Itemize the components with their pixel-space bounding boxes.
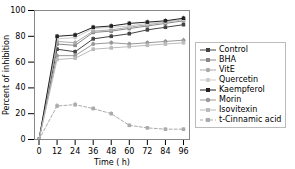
svg-text:60: 60: [124, 147, 134, 156]
svg-text:36: 36: [88, 147, 98, 156]
html-text:Control: Control: [219, 44, 248, 54]
svg-text:12: 12: [52, 147, 62, 156]
html-text:Kaempferol: Kaempferol: [219, 84, 265, 94]
svg-text:24: 24: [70, 147, 80, 156]
svg-text:96: 96: [178, 147, 188, 156]
html-text:BHA: BHA: [219, 54, 236, 64]
svg-text:20: 20: [15, 109, 25, 118]
svg-text:0: 0: [20, 135, 25, 144]
html-text:t-Cinnamic acid: t-Cinnamic acid: [219, 114, 282, 124]
svg-text:40: 40: [15, 83, 25, 92]
html-text:Isovitexin: Isovitexin: [219, 104, 258, 114]
html-text:Quercetin: Quercetin: [219, 74, 259, 84]
svg-text:48: 48: [106, 147, 116, 156]
svg-text:80: 80: [15, 32, 25, 41]
html-text:VitE: VitE: [219, 64, 235, 74]
svg-text:0: 0: [36, 147, 41, 156]
svg-text:72: 72: [142, 147, 152, 156]
svg-text:84: 84: [160, 147, 170, 156]
svg-text:Time ( h): Time ( h): [93, 158, 130, 167]
svg-text:60: 60: [15, 58, 25, 67]
svg-text:Percent of inhibition: Percent of inhibition: [2, 35, 11, 115]
html-text:Morin: Morin: [219, 94, 242, 104]
svg-text:100: 100: [10, 6, 25, 15]
